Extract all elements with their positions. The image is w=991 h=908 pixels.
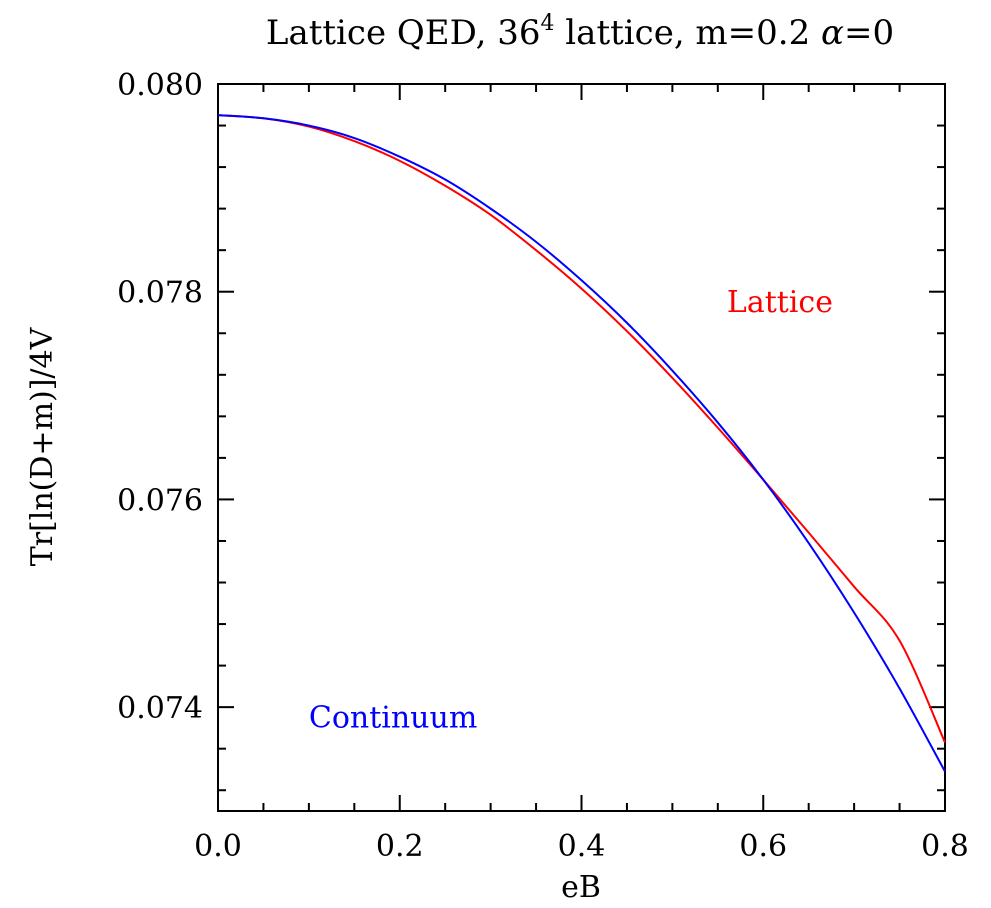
title-params: lattice, m=0.2	[555, 13, 822, 53]
series-line-continuum	[217, 114, 946, 773]
title-main: Lattice QED, 36	[266, 13, 541, 53]
x-tick-label: 0.0	[194, 829, 242, 864]
y-tick-label: 0.078	[117, 276, 203, 311]
series-annotations: Lattice Continuum	[309, 285, 833, 735]
x-tick-label: 0.2	[376, 829, 424, 864]
label-continuum: Continuum	[309, 701, 477, 736]
y-tick-label: 0.080	[117, 68, 203, 103]
x-axis-label: eB	[561, 870, 601, 905]
x-tick-label: 0.6	[739, 829, 787, 864]
title-superscript: 4	[541, 11, 555, 36]
x-tick-label: 0.8	[921, 829, 969, 864]
y-axis-label: Tr[ln(D+m)]/4V	[25, 326, 60, 566]
title-greek: α	[821, 13, 844, 53]
title-tail: =0	[844, 13, 894, 53]
axis-ticks	[217, 83, 946, 811]
series-line-lattice	[217, 114, 946, 743]
label-lattice: Lattice	[727, 285, 833, 320]
y-tick-label: 0.074	[117, 691, 203, 726]
x-tick-label: 0.4	[558, 829, 606, 864]
y-tick-label: 0.076	[117, 483, 203, 518]
tick-labels: 0.0 0.2 0.4 0.6 0.8 0.074 0.076 0.078 0.080	[117, 68, 969, 864]
chart-title: Lattice QED, 364 lattice, m=0.2 α=0	[266, 11, 894, 53]
data-series	[217, 114, 946, 773]
